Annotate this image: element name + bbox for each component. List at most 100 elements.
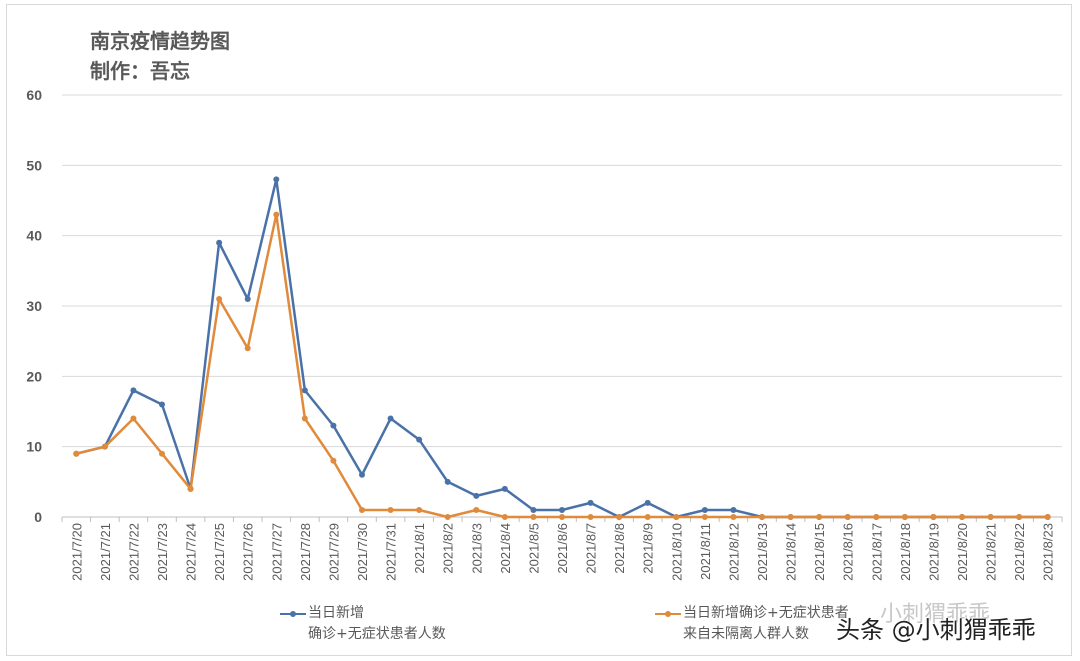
x-tick-label: 2021/8/21: [984, 523, 999, 581]
data-point: [444, 514, 451, 520]
data-point: [273, 211, 280, 218]
y-tick-label: 60: [26, 87, 42, 103]
y-tick-label: 30: [26, 298, 42, 314]
x-tick-label: 2021/7/23: [155, 523, 170, 581]
data-point: [73, 450, 80, 457]
x-tick-label: 2021/8/2: [441, 523, 456, 574]
data-point: [473, 506, 480, 513]
data-point: [416, 506, 423, 513]
data-point: [301, 415, 308, 422]
data-point: [644, 499, 651, 506]
legend-label-line2: 确诊+无症状患者人数: [308, 626, 446, 642]
x-tick-label: 2021/8/11: [698, 523, 713, 580]
data-point: [501, 485, 508, 492]
data-point: [530, 506, 537, 513]
x-tick-label: 2021/8/12: [726, 523, 741, 581]
y-tick-label: 40: [26, 228, 42, 244]
x-tick-label: 2021/8/23: [1041, 523, 1056, 581]
data-point: [844, 514, 851, 520]
data-point: [644, 514, 651, 520]
data-point: [416, 436, 423, 443]
data-point: [216, 239, 223, 246]
data-point: [673, 514, 680, 520]
data-point: [1016, 514, 1023, 520]
data-point: [787, 514, 794, 520]
x-tick-label: 2021/8/8: [612, 523, 627, 574]
legend-label-line1: 当日新增: [308, 605, 364, 621]
data-point: [759, 514, 765, 520]
x-tick-label: 2021/8/16: [841, 523, 856, 581]
x-tick-label: 2021/7/30: [355, 523, 370, 581]
x-axis: 2021/7/20 2021/7/21 2021/7/22 2021/7/23 2021…: [61, 516, 1063, 581]
data-point: [130, 415, 137, 422]
data-point: [987, 514, 994, 520]
x-tick-label: 2021/8/6: [555, 523, 570, 574]
x-tick-label: 2021/8/19: [926, 523, 941, 581]
data-point: [530, 514, 537, 520]
data-point: [444, 478, 451, 485]
x-tick-label: 2021/8/13: [755, 523, 770, 581]
watermark-faint: 小刺猬乖乖: [880, 602, 991, 627]
x-tick-label: 2021/7/21: [98, 523, 113, 581]
x-tick-label: 2021/8/1: [412, 523, 427, 574]
data-point: [701, 506, 708, 513]
data-point: [816, 514, 823, 520]
chart-frame: [6, 4, 1072, 656]
legend-item-series-2: 当日新增确诊+无症状患者 来自未隔离人群人数: [655, 603, 849, 645]
data-point: [587, 499, 594, 506]
series-line: [76, 178, 1048, 519]
chart-title-block: 南京疫情趋势图 制作：吾忘: [90, 26, 230, 86]
x-tick-label: 2021/7/31: [384, 523, 399, 581]
data-point: [359, 471, 365, 478]
x-tick-label: 2021/8/5: [526, 523, 541, 574]
x-tick-label: 2021/8/4: [498, 523, 513, 574]
data-point: [101, 443, 108, 450]
data-point: [616, 514, 623, 520]
data-point: [187, 485, 194, 492]
data-point: [273, 176, 280, 183]
legend-label-line1: 当日新增确诊+无症状患者: [683, 605, 849, 621]
x-tick-label: 2021/8/17: [869, 523, 884, 581]
legend-item-series-1: 当日新增 确诊+无症状患者人数: [280, 603, 446, 645]
data-point: [730, 514, 737, 520]
data-point: [873, 514, 880, 520]
x-tick-label: 2021/7/20: [69, 523, 84, 581]
data-point: [387, 415, 394, 422]
y-tick-label: 10: [26, 439, 42, 455]
x-tick-label: 2021/7/28: [298, 523, 313, 581]
data-point: [559, 514, 565, 520]
data-point: [159, 450, 165, 457]
x-tick-label: 2021/7/25: [212, 523, 227, 581]
data-point: [244, 295, 251, 302]
x-tick-label: 2021/7/26: [241, 523, 256, 581]
x-tick-label: 2021/8/3: [469, 523, 484, 574]
y-tick-label: 0: [34, 509, 42, 525]
data-point: [216, 295, 223, 302]
data-point: [473, 492, 480, 499]
data-point: [359, 506, 365, 513]
x-tick-label: 2021/7/27: [269, 523, 284, 581]
data-point: [730, 506, 737, 513]
x-tick-label: 2021/8/14: [784, 523, 799, 581]
legend-swatch-blue-icon: [280, 609, 306, 619]
legend-swatch-orange-icon: [655, 609, 681, 619]
y-tick-label: 20: [26, 368, 42, 384]
data-point: [587, 514, 594, 520]
x-tick-label: 2021/7/22: [126, 523, 141, 581]
y-tick-label: 50: [26, 157, 42, 173]
x-tick-label: 2021/7/24: [184, 523, 199, 581]
data-point: [901, 514, 908, 520]
data-point: [301, 387, 308, 394]
chart-title: 南京疫情趋势图: [90, 29, 230, 53]
data-point: [159, 401, 165, 408]
x-tick-label: 2021/8/22: [1012, 523, 1027, 581]
data-point: [330, 457, 337, 464]
x-tick-label: 2021/8/18: [898, 523, 913, 581]
series-1: [73, 176, 1051, 520]
data-point: [959, 514, 965, 520]
x-tick-label: 2021/8/15: [812, 523, 827, 581]
data-point: [1044, 514, 1051, 520]
x-tick-label: 2021/8/10: [669, 523, 684, 581]
data-point: [330, 422, 337, 429]
